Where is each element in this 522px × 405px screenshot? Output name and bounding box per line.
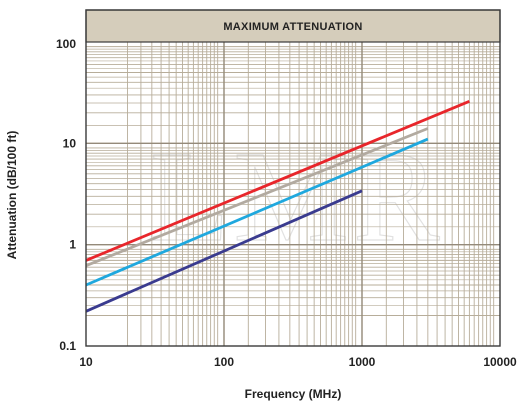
y-tick-label: 1: [69, 238, 76, 252]
series-line-1: [85, 100, 470, 262]
watermark-logo: LMR: [150, 125, 444, 269]
y-tick-labels: 0.1 1 10 100: [56, 37, 76, 353]
y-tick-label: 10: [63, 136, 77, 150]
y-tick-label: 0.1: [59, 339, 76, 353]
plot-background: [86, 10, 500, 346]
x-tick-label: 100: [214, 355, 234, 369]
grid-lines: [86, 42, 500, 346]
x-tick-label: 1000: [349, 355, 376, 369]
x-tick-label: 10: [79, 355, 93, 369]
plot-frame: [85, 9, 501, 347]
series-line-3: [85, 137, 429, 287]
y-axis-title: Attenuation (dB/100 ft): [5, 131, 19, 260]
x-tick-label: 10000: [483, 355, 517, 369]
series-line-4: [85, 189, 363, 313]
x-tick-labels: 10 100 1000 10000: [79, 355, 517, 369]
y-tick-label: 100: [56, 37, 76, 51]
series-lines: [85, 100, 470, 313]
series-line-2: [85, 127, 429, 267]
chart-title: MAXIMUM ATTENUATION: [223, 21, 362, 33]
x-axis-title: Frequency (MHz): [245, 387, 342, 401]
